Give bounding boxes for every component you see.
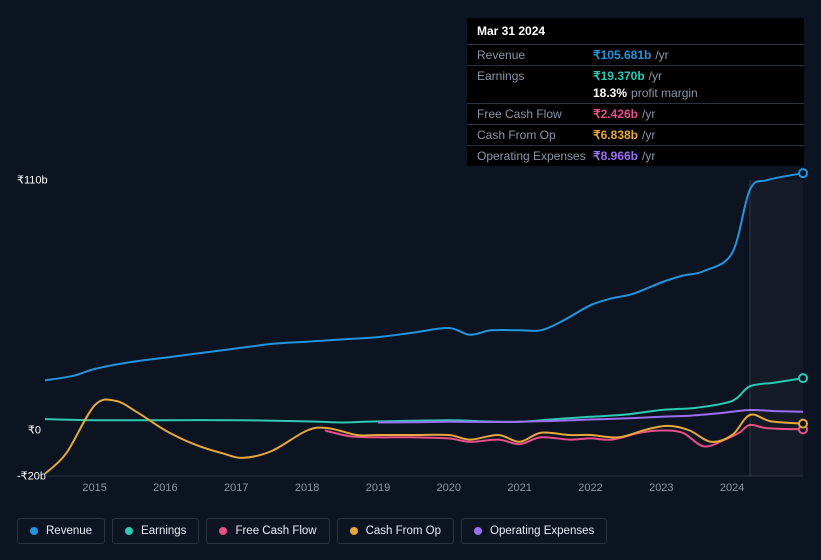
legend-label: Earnings [141,525,186,537]
legend-label: Operating Expenses [490,525,594,537]
plot-area[interactable] [45,180,803,476]
x-tick-label: 2024 [720,482,744,494]
legend-item-revenue[interactable]: Revenue [17,518,105,544]
tooltip-row-value: ₹8.966b [593,149,638,163]
x-tick-label: 2023 [649,482,673,494]
legend-swatch [474,527,482,535]
legend-label: Cash From Op [366,525,441,537]
x-tick-label: 2022 [578,482,602,494]
legend-swatch [350,527,358,535]
series-end-marker [799,420,807,428]
tooltip-row-value: ₹19.370b [593,69,645,83]
tooltip-row: Earnings₹19.370b/yr [467,65,804,86]
legend: Revenue Earnings Free Cash Flow Cash From O… [17,518,607,544]
tooltip-row-value: ₹2.426b [593,107,638,121]
tooltip-row-value: ₹105.681b [593,48,651,62]
legend-label: Free Cash Flow [235,525,316,537]
x-axis: 2015 2016 2017 2018 2019 2020 2021 2022 2023 2024 [45,482,803,502]
legend-swatch [219,527,227,535]
x-tick-label: 2017 [224,482,248,494]
tooltip-row-label: Free Cash Flow [477,107,593,121]
y-tick-label: -₹20b [17,470,41,483]
tooltip-row: Revenue₹105.681b/yr [467,44,804,65]
series-line-revenue [45,173,803,380]
tooltip-row-unit: /yr [642,149,655,163]
tooltip-row: Operating Expenses₹8.966b/yr [467,145,804,166]
tooltip-row-unit: /yr [642,128,655,142]
legend-item-earnings[interactable]: Earnings [112,518,199,544]
tooltip-row-unit: /yr [655,48,668,62]
chart-tooltip: Mar 31 2024 Revenue₹105.681b/yrEarnings₹… [467,18,804,166]
tooltip-row: 18.3% profit margin [467,86,804,103]
legend-item-free-cash-flow[interactable]: Free Cash Flow [206,518,329,544]
series-end-marker [799,169,807,177]
tooltip-date: Mar 31 2024 [467,18,804,44]
x-tick-label: 2016 [153,482,177,494]
tooltip-row-label: Revenue [477,48,593,62]
tooltip-row-unit: profit margin [631,86,698,100]
tooltip-row-label: Earnings [477,69,593,83]
x-tick-label: 2015 [82,482,106,494]
series-end-marker [799,374,807,382]
x-tick-label: 2018 [295,482,319,494]
legend-item-operating-expenses[interactable]: Operating Expenses [461,518,607,544]
legend-label: Revenue [46,525,92,537]
x-tick-label: 2019 [366,482,390,494]
y-tick-label: ₹110b [17,174,41,187]
tooltip-row-label: Cash From Op [477,128,593,142]
tooltip-row-label: Operating Expenses [477,149,593,163]
tooltip-row-value: ₹6.838b [593,128,638,142]
forecast-band [750,180,803,476]
chart-area: ₹110b ₹0 -₹20b [17,160,806,480]
tooltip-row-label [477,86,593,100]
legend-swatch [30,527,38,535]
y-tick-label: ₹0 [17,424,41,437]
legend-swatch [125,527,133,535]
tooltip-row-value: 18.3% [593,86,627,100]
legend-item-cash-from-op[interactable]: Cash From Op [337,518,454,544]
tooltip-row-unit: /yr [649,69,662,83]
tooltip-row: Free Cash Flow₹2.426b/yr [467,103,804,124]
x-tick-label: 2021 [507,482,531,494]
tooltip-row-unit: /yr [642,107,655,121]
x-tick-label: 2020 [437,482,461,494]
tooltip-row: Cash From Op₹6.838b/yr [467,124,804,145]
